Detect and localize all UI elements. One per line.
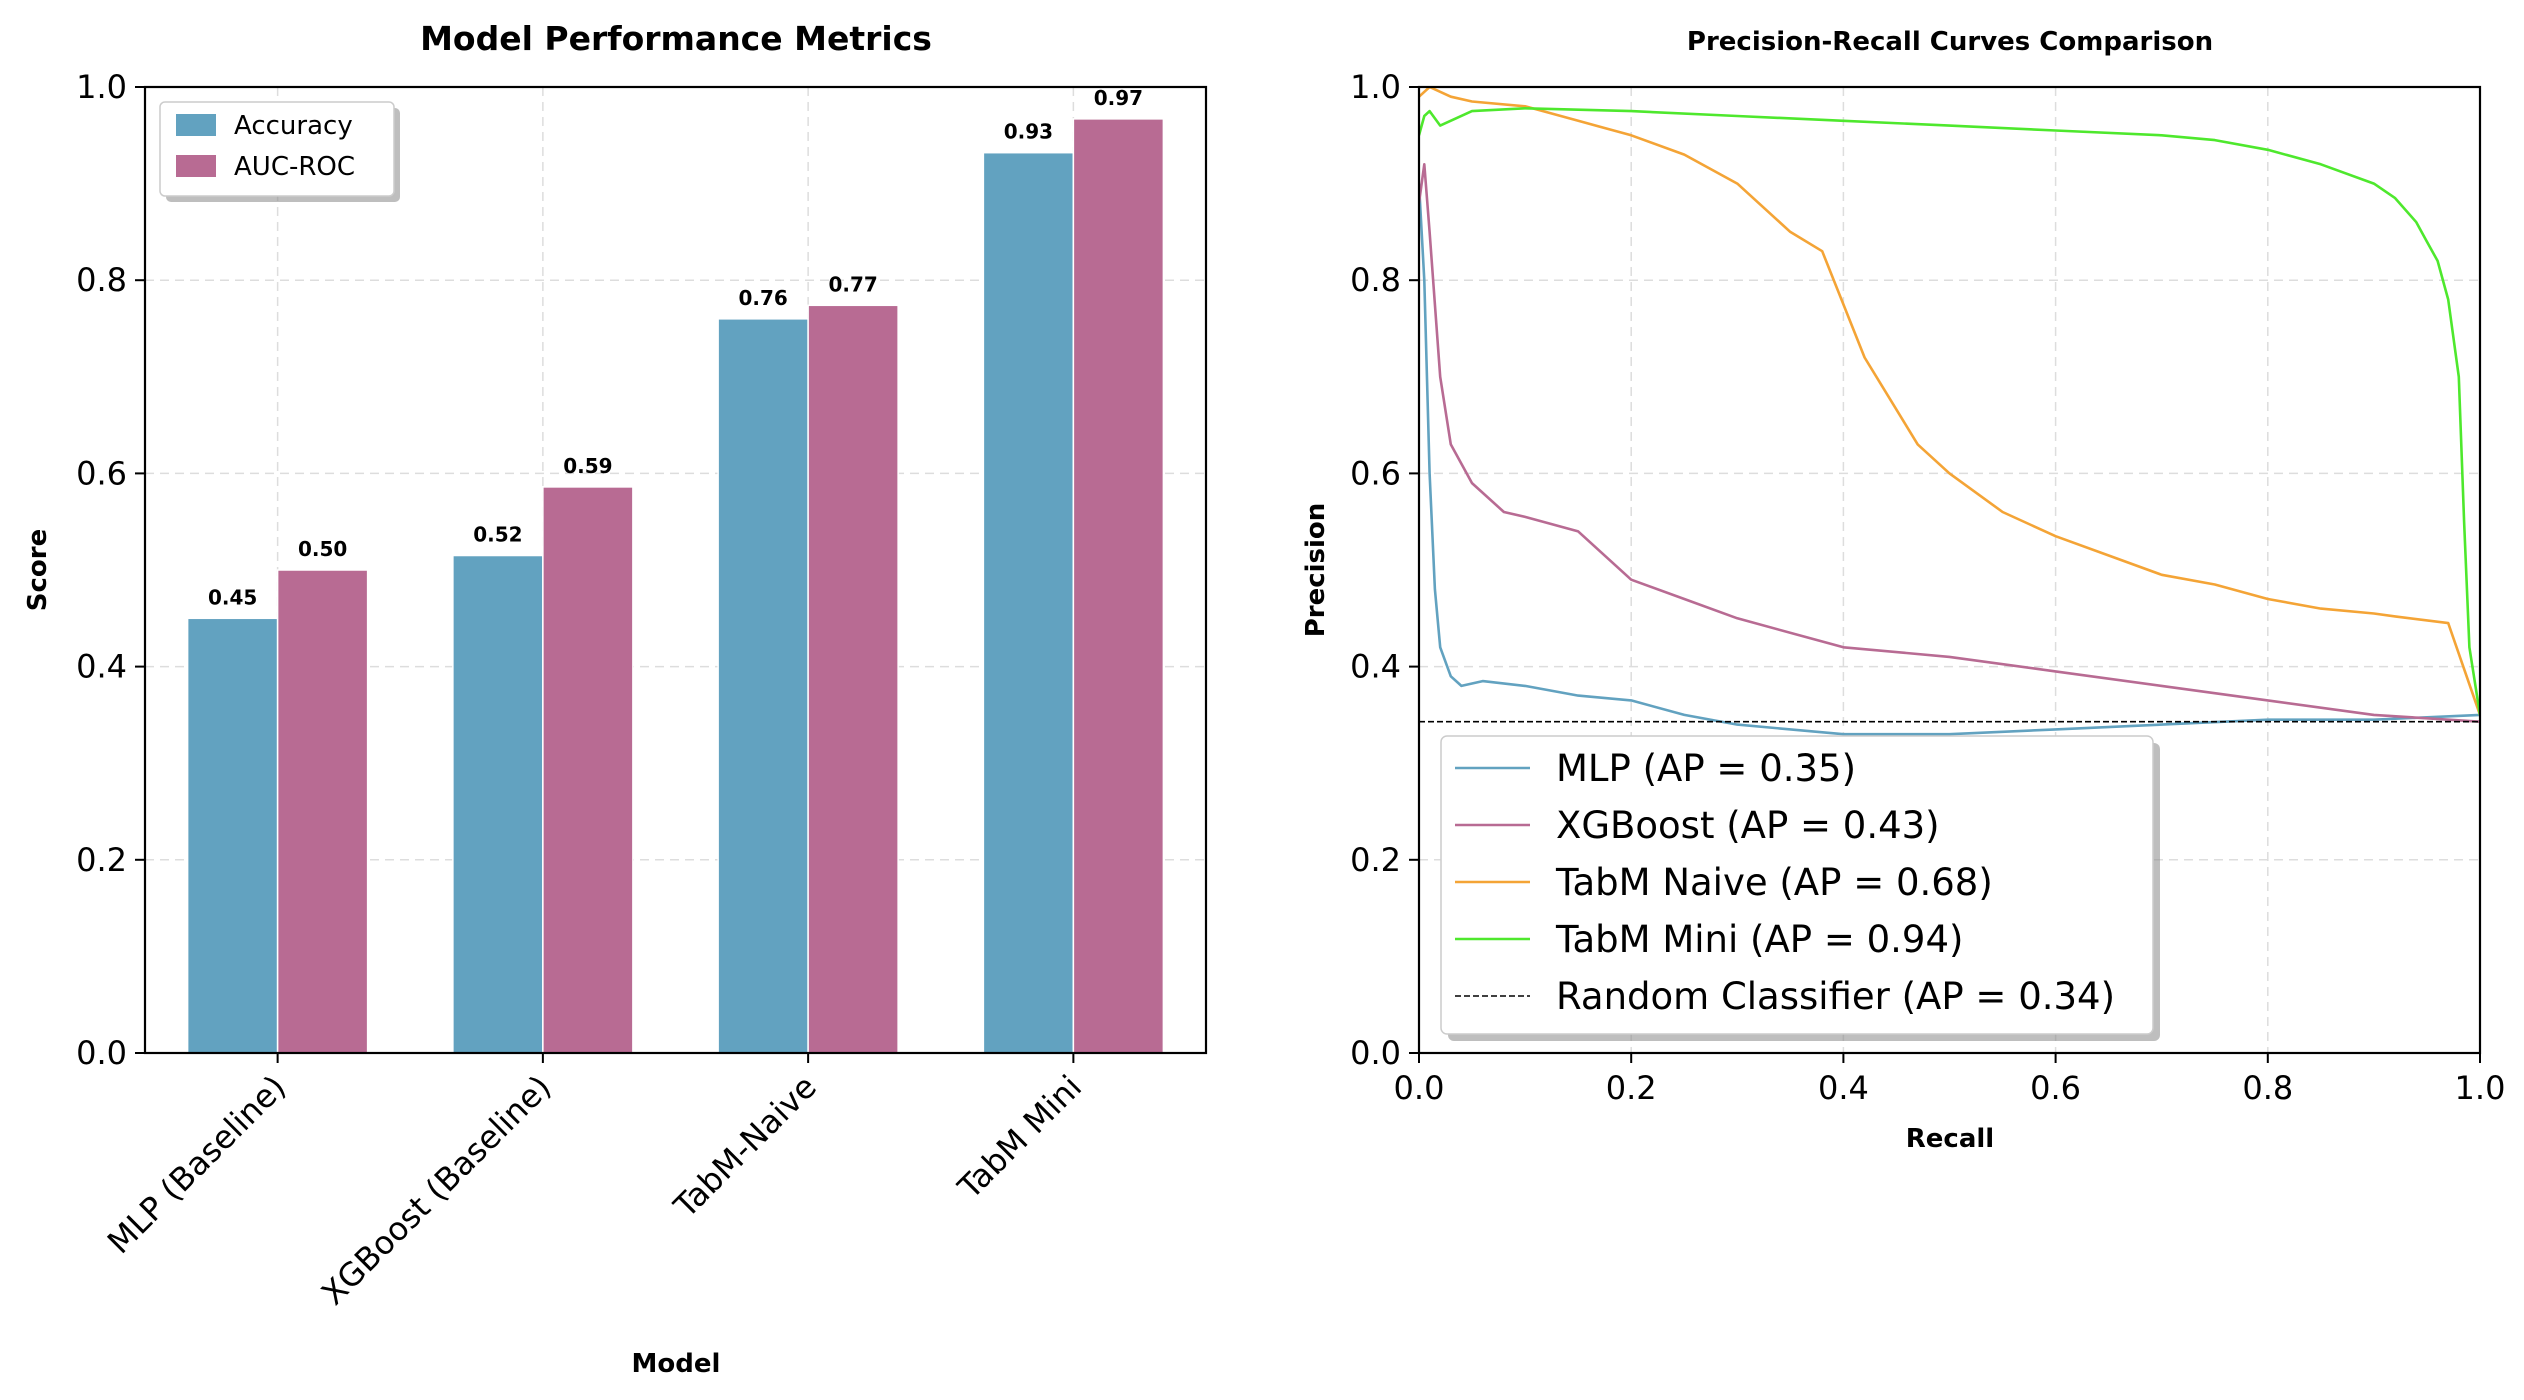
pr-chart: Precision-Recall Curves Comparison 0.00.… xyxy=(1301,27,2505,1154)
bar-auc-roc xyxy=(807,304,899,1054)
pr-x-tick-label: 0.6 xyxy=(2030,1069,2081,1107)
pr-chart-title: Precision-Recall Curves Comparison xyxy=(1687,27,2213,57)
legend-auc-roc-swatch xyxy=(176,155,216,177)
pr-y-tick-label: 0.8 xyxy=(1350,261,1401,299)
pr-y-tick-label: 0.0 xyxy=(1350,1034,1401,1072)
bar-chart-y-axis-label: Score xyxy=(23,529,53,611)
bar-value-label: 0.93 xyxy=(1004,120,1053,144)
bar-value-label: 0.52 xyxy=(473,523,522,547)
pr-line-xgboost xyxy=(1419,163,2480,723)
legend-accuracy-label: Accuracy xyxy=(234,111,353,141)
pr-line-tabm-naive xyxy=(1419,87,2480,716)
pr-legend-items: MLP (AP = 0.35) XGBoost (AP = 0.43) TabM N… xyxy=(1455,747,2115,1018)
bar-auc-roc xyxy=(276,569,369,1054)
pr-x-tick-label: 0.0 xyxy=(1394,1069,1445,1107)
bar-accuracy xyxy=(186,617,279,1054)
pr-chart-frame xyxy=(1417,85,2482,1055)
bar-value-label: 0.45 xyxy=(208,585,257,609)
bar-y-tick-label: 0.0 xyxy=(76,1034,127,1072)
pr-y-tick-label: 0.6 xyxy=(1350,454,1401,492)
pr-x-tick-label: 0.4 xyxy=(1818,1069,1869,1107)
pr-chart-x-axis-label: Recall xyxy=(1906,1124,1994,1154)
bar-y-tick-label: 0.6 xyxy=(76,454,127,492)
bar-accuracy xyxy=(982,151,1075,1054)
bar-accuracy xyxy=(717,318,809,1054)
pr-legend-label: MLP (AP = 0.35) xyxy=(1556,747,1856,790)
pr-legend-label: TabM Mini (AP = 0.94) xyxy=(1555,918,1963,961)
pr-legend-label: TabM Naive (AP = 0.68) xyxy=(1555,861,1993,904)
bar-auc-roc xyxy=(542,486,634,1054)
bar-chart-title: Model Performance Metrics xyxy=(420,19,932,58)
pr-legend-label: XGBoost (AP = 0.43) xyxy=(1556,804,1940,847)
bar-chart-frame xyxy=(143,85,1208,1055)
pr-chart-y-axis-label: Precision xyxy=(1301,503,1331,638)
bar-chart-value-labels: 0.45 0.50 0.52 0.59 0.76 0.77 0.93 0.97 xyxy=(208,86,1143,609)
bar-chart-legend: Accuracy AUC-ROC xyxy=(159,101,400,202)
pr-legend-label: Random Classifier (AP = 0.34) xyxy=(1556,975,2115,1018)
legend-accuracy-swatch xyxy=(176,114,216,136)
legend-auc-roc-label: AUC-ROC xyxy=(234,152,355,182)
bar-value-label: 0.76 xyxy=(738,286,787,310)
pr-y-tick-label: 1.0 xyxy=(1350,68,1401,106)
bar-accuracy xyxy=(452,554,544,1054)
pr-chart-x-ticks: 0.0 0.2 0.4 0.6 0.8 1.0 xyxy=(1394,1053,2506,1107)
bar-y-tick-label: 1.0 xyxy=(76,68,127,106)
pr-line-mlp xyxy=(1419,183,2480,736)
pr-chart-lines xyxy=(1419,87,2480,736)
pr-x-tick-label: 1.0 xyxy=(2455,1069,2506,1107)
pr-x-tick-label: 0.2 xyxy=(1606,1069,1657,1107)
pr-chart-legend: MLP (AP = 0.35) XGBoost (AP = 0.43) TabM N… xyxy=(1440,735,2160,1041)
pr-chart-y-ticks: 0.0 0.2 0.4 0.6 0.8 1.0 xyxy=(1350,68,1419,1072)
bar-value-label: 0.59 xyxy=(563,454,612,478)
bar-chart-y-ticks: 0.0 0.2 0.4 0.6 0.8 1.0 xyxy=(76,68,145,1072)
bar-value-label: 0.50 xyxy=(298,537,347,561)
bar-value-label: 0.77 xyxy=(828,272,877,296)
bar-y-tick-label: 0.2 xyxy=(76,841,127,879)
bar-y-tick-label: 0.4 xyxy=(76,648,127,686)
pr-x-tick-label: 0.8 xyxy=(2242,1069,2293,1107)
bar-value-label: 0.97 xyxy=(1094,86,1143,110)
pr-y-tick-label: 0.4 xyxy=(1350,648,1401,686)
bar-chart-x-axis-label: Model xyxy=(632,1349,721,1379)
pr-line-tabm-mini xyxy=(1419,107,2480,716)
bar-y-tick-label: 0.8 xyxy=(76,261,127,299)
bar-auc-roc xyxy=(1072,118,1165,1054)
pr-y-tick-label: 0.2 xyxy=(1350,841,1401,879)
